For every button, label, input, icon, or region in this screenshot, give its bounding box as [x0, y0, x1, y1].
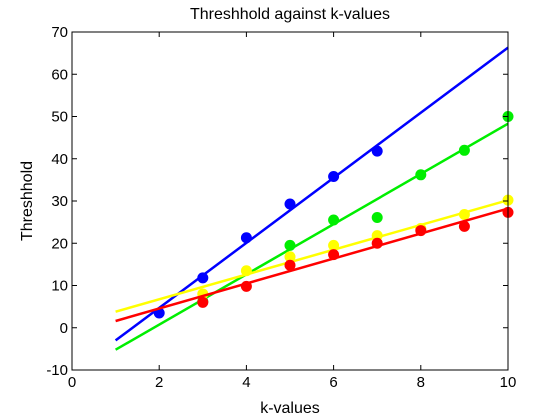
series-2-point [371, 211, 383, 223]
series-2-point [415, 169, 427, 181]
series-1-fit-line [114, 46, 509, 342]
x-tick-label: 6 [329, 374, 337, 391]
series-1-point [371, 145, 383, 157]
series-2-fit-line [114, 122, 509, 351]
x-tick-label: 10 [500, 374, 517, 391]
series-4-fit-line [115, 207, 509, 323]
series-4-point [328, 249, 340, 261]
series-1 [114, 46, 509, 342]
series-1-point [197, 272, 209, 284]
chart-title: Threshhold against k-values [190, 6, 390, 23]
y-tick-label: 50 [51, 109, 68, 126]
series-3-fit-line [115, 198, 509, 313]
series-4-point [197, 296, 209, 308]
series-1-point [284, 198, 296, 210]
series-4-point [240, 280, 252, 292]
x-tick-label: 8 [417, 374, 425, 391]
series-3-point [371, 230, 383, 242]
y-tick-label: -10 [46, 362, 68, 379]
y-tick-label: 40 [51, 151, 68, 168]
series-2-point [284, 239, 296, 251]
y-tick-label: 60 [51, 66, 68, 83]
series-4-point [284, 259, 296, 271]
y-tick-label: 70 [51, 24, 68, 41]
y-tick-label: 30 [51, 193, 68, 210]
series-4 [115, 206, 514, 323]
y-tick-label: 10 [51, 278, 68, 295]
series-3-point [458, 209, 470, 221]
series-4-point [458, 220, 470, 232]
series-2-point [458, 144, 470, 156]
series-3-point [240, 265, 252, 277]
series-4-point [371, 237, 383, 249]
y-tick-label: 0 [60, 320, 68, 337]
series-layer [114, 46, 514, 351]
y-tick-label: 20 [51, 235, 68, 252]
x-tick-label: 0 [68, 374, 76, 391]
series-3-point [328, 239, 340, 251]
series-4-point [415, 225, 427, 237]
x-axis-label: k-values [260, 400, 320, 417]
series-1-point [240, 232, 252, 244]
x-tick-label: 4 [242, 374, 250, 391]
series-1-point [328, 170, 340, 182]
series-2-point [328, 214, 340, 226]
x-tick-label: 2 [155, 374, 163, 391]
y-axis-label: Threshhold [19, 161, 36, 241]
series-3 [115, 194, 514, 313]
series-3-point [284, 251, 296, 263]
